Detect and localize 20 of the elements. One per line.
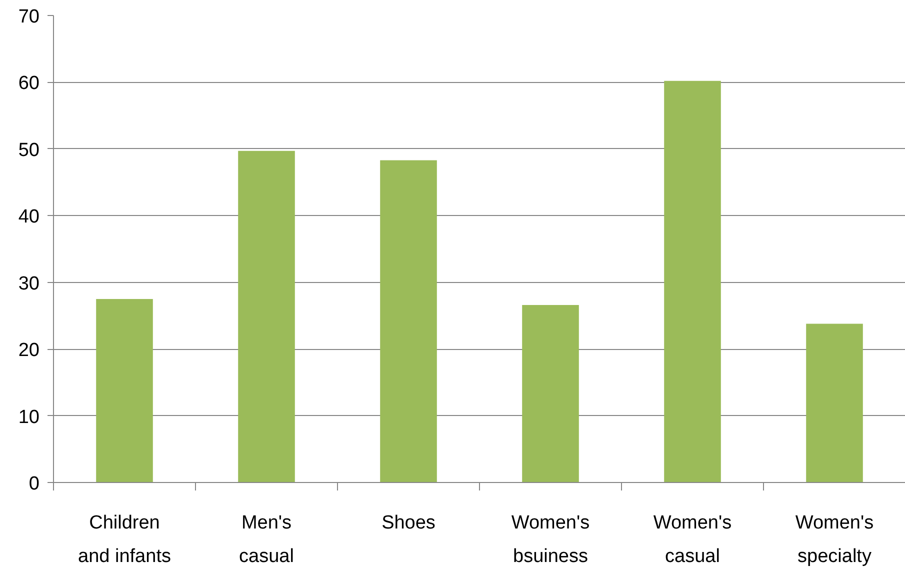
y-tick-label: 60 [18,73,40,94]
y-tick-label: 0 [28,474,40,494]
bar [380,160,437,482]
x-tick-label: Women's casual [653,512,732,568]
x-tick-label: Shoes [382,512,436,534]
y-tick-label: 20 [18,340,40,362]
x-tick-label: Women's bsuiness [511,512,590,568]
y-tick-label: 50 [18,140,40,161]
bar [806,324,863,482]
y-tick-label: 70 [18,6,40,28]
bar [238,150,295,482]
y-tick-label: 30 [18,273,40,294]
x-tick-label: Men's casual [239,512,294,568]
bar [522,305,579,482]
y-tick-label: 10 [18,406,40,428]
x-tick-label: Children and infants [78,512,171,568]
x-tick-label: Women's specialty [795,512,874,568]
bar [96,299,153,482]
bar [664,80,721,482]
y-tick-label: 40 [18,206,40,228]
